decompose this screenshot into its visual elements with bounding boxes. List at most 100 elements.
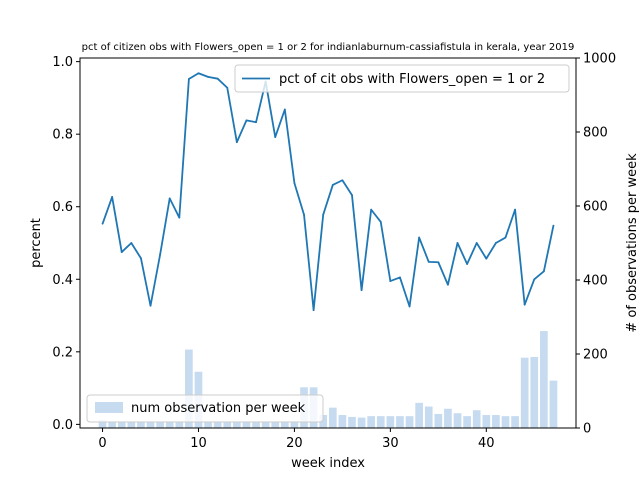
y-right-axis-ticks: 0 200 400 600 800 1000 (576, 52, 616, 437)
legend-line-label: pct of cit obs with Flowers_open = 1 or … (279, 72, 545, 87)
y-left-tick-label: 1.0 (52, 55, 73, 70)
bar (271, 421, 280, 428)
bar (204, 421, 212, 428)
data-point (255, 121, 257, 124)
data-point (187, 78, 190, 80)
bar (348, 416, 356, 428)
data-point (447, 283, 449, 286)
legend-line-frame (234, 64, 570, 93)
y-left-axis-label: percent (29, 218, 44, 268)
data-point (485, 257, 488, 260)
data-point (408, 305, 411, 308)
y-left-axis-ticks: 0.0 0.2 0.4 0.6 0.8 1.0 (52, 55, 80, 433)
data-point (168, 197, 171, 200)
bar (213, 421, 222, 428)
legend-bar-swatch (95, 402, 123, 413)
data-point (360, 289, 363, 292)
data-point (437, 261, 440, 264)
bar (252, 421, 260, 428)
data-point (207, 75, 209, 78)
legend-bar-label: num observation per week (131, 401, 306, 416)
bar (463, 416, 471, 428)
y-right-tick-label: 200 (583, 348, 608, 363)
y-left-tick-label: 0.4 (52, 273, 73, 288)
bar (319, 415, 328, 428)
data-point (111, 196, 114, 198)
y-right-tick-label: 1000 (583, 52, 616, 67)
bar (501, 416, 510, 428)
bar (242, 421, 251, 428)
data-point (389, 280, 392, 282)
bar (472, 410, 481, 428)
y-right-axis-label: # of observations per week (625, 153, 640, 333)
x-tick-label: 0 (98, 436, 106, 451)
data-point (351, 194, 353, 197)
data-point (303, 213, 305, 216)
data-point (293, 182, 296, 185)
x-axis-ticks: 0 10 20 30 40 (98, 428, 495, 451)
bar (338, 415, 347, 428)
data-point (331, 184, 334, 186)
x-axis-label: week index (291, 456, 365, 471)
x-tick-label: 10 (190, 436, 207, 451)
bar (434, 413, 443, 428)
data-point (341, 179, 344, 182)
data-point (523, 303, 526, 306)
data-point (149, 304, 152, 307)
y-right-tick-label: 0 (583, 422, 591, 437)
data-point (533, 278, 536, 281)
data-point (418, 236, 421, 239)
bar (280, 421, 289, 428)
bar (165, 421, 174, 428)
bar (233, 421, 241, 428)
legend-line: pct of cit obs with Flowers_open = 1 or … (234, 64, 570, 93)
y-left-tick-label: 0.0 (52, 418, 73, 433)
x-tick-label: 30 (382, 436, 399, 451)
bar (367, 416, 376, 428)
bar (357, 417, 366, 428)
legend-bar: num observation per week (86, 394, 324, 423)
data-point (466, 263, 469, 265)
plot-frame (79, 57, 577, 429)
series-line (101, 72, 555, 312)
data-point (475, 242, 478, 244)
data-point (101, 222, 104, 225)
bar (223, 421, 232, 428)
line-series (101, 72, 555, 312)
bar (549, 380, 558, 428)
bar (520, 357, 529, 428)
x-tick-label: 40 (478, 436, 495, 451)
bar (405, 416, 414, 428)
bar (453, 413, 462, 428)
data-point (552, 224, 555, 227)
data-point (226, 86, 229, 89)
data-point (504, 236, 507, 239)
y-right-tick-label: 400 (583, 274, 608, 289)
bar (386, 416, 395, 428)
data-point (130, 242, 133, 244)
bar (328, 407, 337, 428)
bar (146, 421, 155, 428)
data-point (178, 216, 181, 219)
bar (511, 416, 519, 428)
data-point (370, 208, 373, 211)
data-point (140, 257, 142, 260)
bar (376, 416, 385, 428)
y-right-tick-label: 600 (583, 200, 608, 215)
data-point (120, 251, 123, 253)
data-point (274, 136, 277, 138)
bar (444, 408, 452, 428)
data-point (197, 72, 200, 75)
data-point (235, 141, 238, 144)
data-point (283, 108, 286, 111)
legend-bar-frame (86, 394, 324, 423)
data-point (312, 309, 315, 312)
bar (492, 415, 500, 428)
data-point (494, 242, 497, 244)
data-point (322, 213, 325, 216)
data-point (456, 242, 459, 244)
x-tick-label: 20 (286, 436, 303, 451)
data-point (159, 253, 162, 256)
bar (108, 421, 116, 428)
